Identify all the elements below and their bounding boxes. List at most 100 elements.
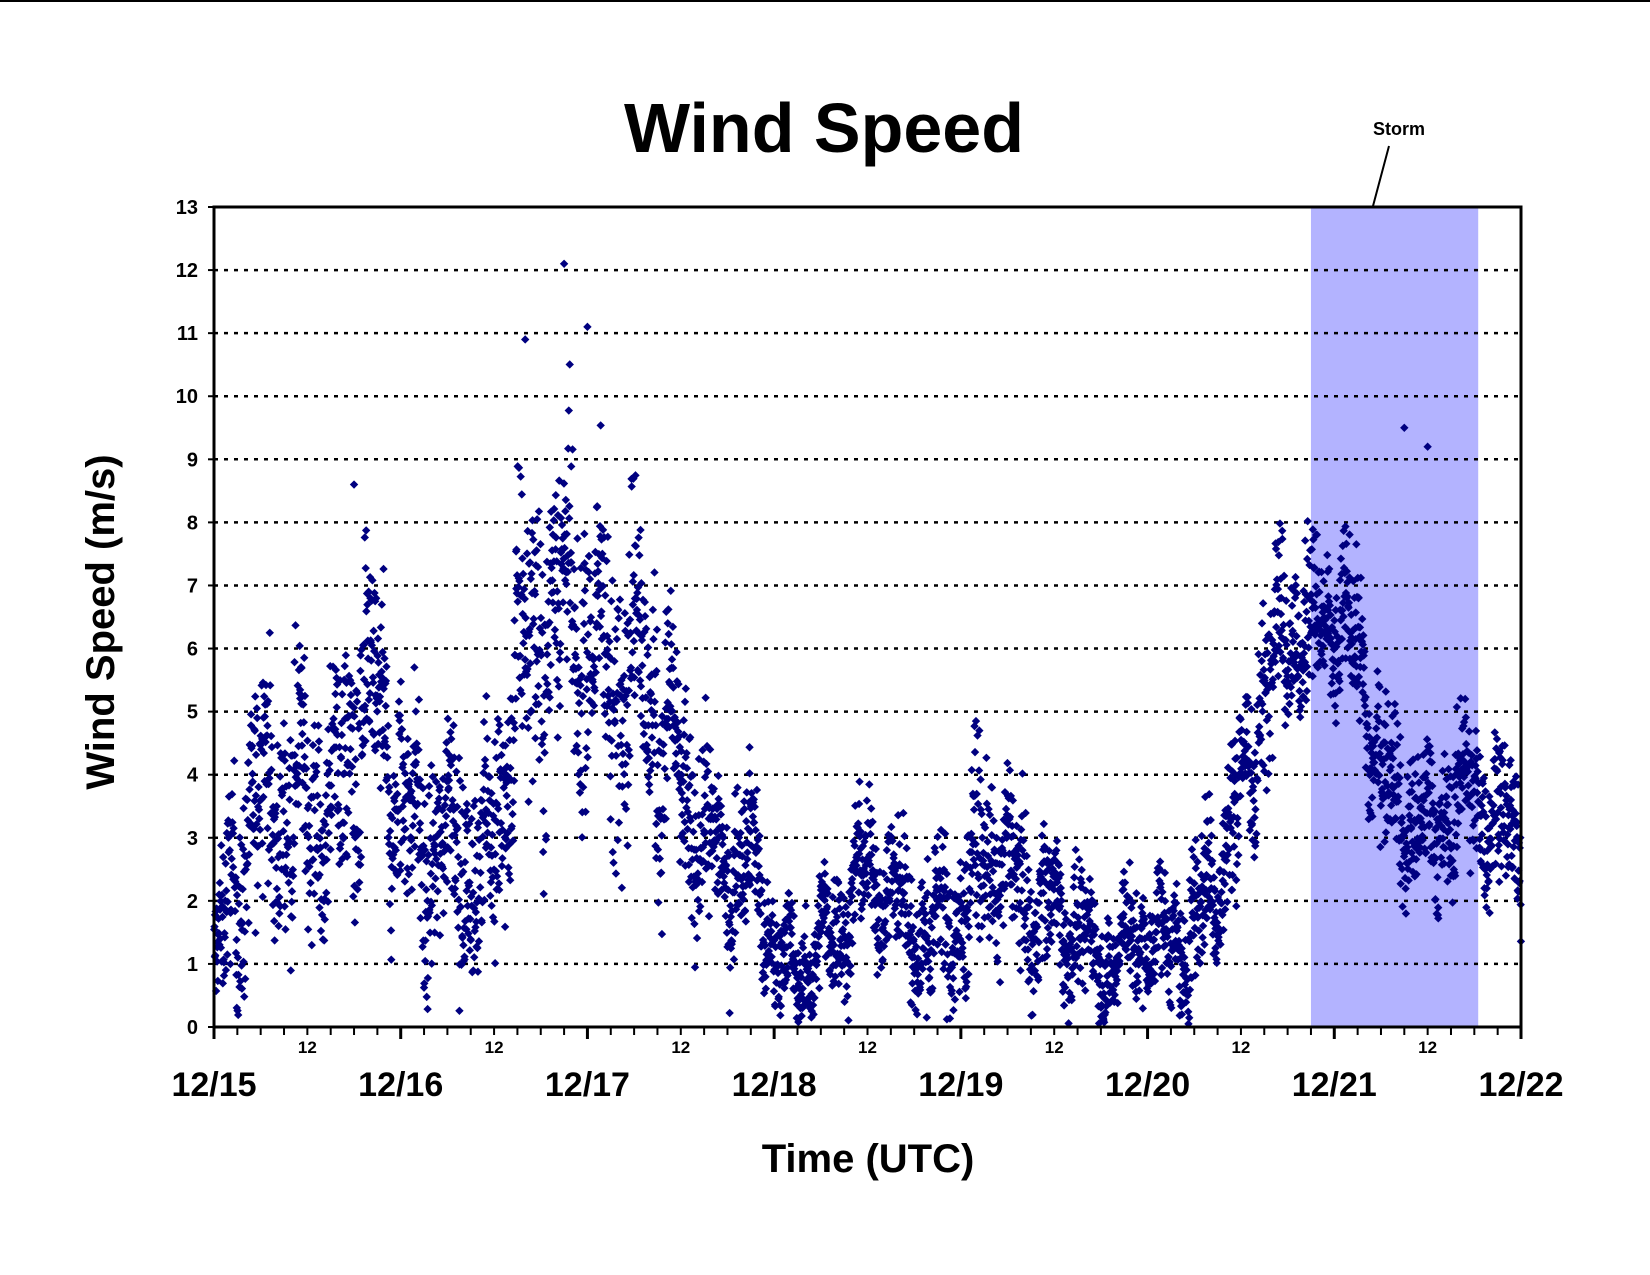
data-point	[855, 866, 865, 875]
data-point	[490, 959, 500, 968]
data-point	[1071, 845, 1080, 855]
data-point	[682, 796, 692, 805]
data-point	[1442, 792, 1451, 801]
data-point	[546, 559, 555, 568]
data-point	[854, 888, 863, 897]
x-date-tick-label: 12/18	[732, 1066, 817, 1104]
data-point	[218, 912, 227, 922]
data-point	[423, 973, 433, 983]
data-point	[649, 634, 658, 644]
data-point	[518, 569, 528, 579]
data-point	[1185, 1013, 1194, 1022]
data-point	[524, 723, 533, 733]
data-point	[929, 949, 939, 958]
data-point	[1494, 840, 1503, 850]
data-point	[405, 846, 415, 855]
data-point	[447, 756, 456, 765]
data-point	[320, 915, 329, 924]
data-point	[435, 782, 444, 792]
data-point	[529, 535, 538, 544]
data-point	[356, 860, 365, 870]
data-point	[273, 741, 282, 750]
data-point	[443, 714, 453, 723]
data-point	[1041, 844, 1050, 854]
data-point	[1497, 862, 1506, 871]
data-point	[1406, 758, 1415, 767]
data-point	[1189, 889, 1198, 898]
data-point	[1115, 959, 1125, 969]
data-point	[733, 783, 742, 792]
data-point	[1236, 735, 1246, 745]
data-point	[1429, 809, 1438, 819]
data-point	[875, 867, 885, 877]
data-point	[843, 991, 852, 1001]
data-point	[470, 866, 480, 875]
data-point	[1508, 811, 1517, 821]
data-point	[497, 750, 506, 760]
data-point	[216, 943, 226, 952]
data-point	[1164, 906, 1174, 916]
data-point	[632, 594, 641, 604]
data-point	[1129, 916, 1138, 925]
data-point	[349, 892, 358, 901]
data-point	[493, 800, 502, 809]
data-point	[1310, 563, 1319, 572]
data-point	[837, 970, 846, 979]
data-point	[1505, 801, 1515, 810]
data-point	[1027, 961, 1036, 970]
data-point	[1335, 677, 1344, 686]
data-point	[402, 889, 412, 898]
data-point	[314, 745, 323, 754]
data-point	[565, 514, 574, 523]
data-point	[1459, 721, 1468, 731]
data-point	[341, 651, 351, 660]
data-point	[1487, 807, 1497, 816]
data-point	[1420, 773, 1430, 782]
data-point	[914, 929, 923, 939]
data-point	[1157, 894, 1166, 904]
data-point	[538, 570, 547, 579]
data-point	[376, 623, 386, 632]
data-point	[687, 913, 696, 923]
data-point	[476, 868, 485, 878]
data-point	[793, 948, 803, 958]
data-point	[528, 777, 537, 786]
data-point	[1425, 742, 1434, 751]
data-point	[1138, 908, 1147, 918]
data-point	[228, 818, 237, 827]
data-point	[1210, 886, 1220, 896]
data-point	[1039, 819, 1049, 829]
data-point	[1254, 650, 1263, 659]
data-point	[1017, 886, 1027, 895]
data-point	[412, 739, 421, 748]
data-point	[989, 816, 998, 825]
data-point	[1057, 896, 1066, 905]
data-point	[863, 878, 872, 888]
data-point	[927, 923, 937, 932]
data-point	[260, 712, 270, 721]
data-point	[721, 860, 731, 870]
data-point	[937, 947, 946, 957]
data-point	[300, 653, 309, 662]
data-point	[1382, 781, 1392, 791]
data-point	[1039, 888, 1048, 898]
data-point	[278, 788, 287, 797]
data-point	[1358, 614, 1367, 624]
data-point	[315, 903, 324, 912]
data-point	[446, 846, 455, 855]
data-point	[479, 785, 488, 794]
data-point	[290, 750, 299, 760]
data-point	[1015, 898, 1025, 908]
data-point	[541, 831, 551, 841]
data-point	[477, 796, 487, 805]
data-point	[517, 689, 526, 699]
data-point	[408, 769, 417, 778]
data-point	[487, 901, 496, 910]
data-point	[531, 692, 540, 702]
data-point	[690, 919, 699, 929]
data-point	[1360, 647, 1369, 656]
data-point	[1299, 649, 1309, 658]
data-point	[1275, 519, 1285, 528]
data-point	[353, 688, 362, 698]
